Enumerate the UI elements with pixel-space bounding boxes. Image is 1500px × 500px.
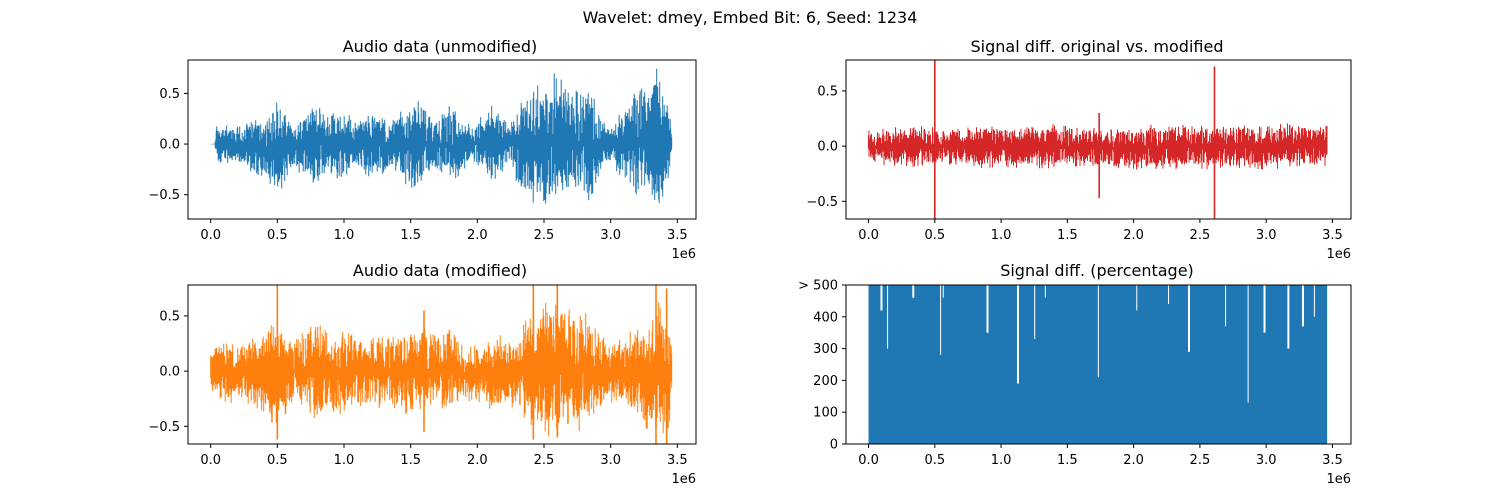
audio-unmodified-ytick-label-0: −0.5 (148, 188, 180, 203)
audio-unmodified-xtick-label-1: 0.5 (267, 228, 288, 243)
signal-diff-percentage-dip-0 (880, 285, 882, 310)
signal-diff-percentage-dip-3 (940, 285, 941, 355)
signal-diff-percentage-dip-1 (887, 285, 888, 349)
audio-modified-ytick-label-2: 0.5 (159, 309, 180, 324)
signal-diff-percentage-x-offset-label: 1e6 (1326, 472, 1351, 487)
signal-diff-percentage-dip-13 (1225, 285, 1226, 326)
signal-diff-xtick-label-7: 3.5 (1322, 228, 1343, 243)
signal-diff-percentage-dip-15 (1264, 285, 1266, 333)
signal-diff-xtick-label-6: 3.0 (1256, 228, 1277, 243)
audio-unmodified-xtick-label-7: 3.5 (667, 228, 688, 243)
audio-modified-series-line (211, 302, 672, 437)
audio-modified-xtick-label-6: 3.0 (600, 453, 621, 468)
audio-modified-x-offset-label: 1e6 (671, 472, 696, 487)
signal-diff-percentage-xtick-label-2: 1.0 (991, 453, 1012, 468)
signal-diff-percentage-plot-area (869, 285, 1328, 444)
signal-diff-ytick-label-1: 0.0 (817, 140, 838, 155)
panel-title-signal-diff-percentage: Signal diff. (percentage) (1000, 261, 1194, 280)
signal-diff-percentage-ytick-label-3: 300 (813, 342, 838, 357)
signal-diff-ytick-label-2: 0.5 (817, 84, 838, 99)
signal-diff-percentage-xtick-label-3: 1.5 (1057, 453, 1078, 468)
signal-diff-xtick-label-1: 0.5 (924, 228, 945, 243)
audio-modified-xtick-label-2: 1.0 (334, 453, 355, 468)
audio-modified-ytick-label-1: 0.0 (159, 365, 180, 380)
audio-unmodified-xtick-label-5: 2.5 (534, 228, 555, 243)
audio-modified-xtick-label-7: 3.5 (667, 453, 688, 468)
signal-diff-percentage-dip-6 (1017, 285, 1019, 384)
figure-suptitle: Wavelet: dmey, Embed Bit: 6, Seed: 1234 (583, 8, 918, 27)
signal-diff-xtick-label-3: 1.5 (1057, 228, 1078, 243)
audio-unmodified-ytick-label-1: 0.0 (159, 138, 180, 153)
signal-diff-percentage-dip-7 (1034, 285, 1035, 339)
audio-modified-xtick-label-3: 1.5 (400, 453, 421, 468)
panel-signal-diff: Signal diff. original vs. modified 0.0 0.… (806, 37, 1351, 262)
signal-diff-percentage-dip-11 (1168, 285, 1169, 304)
signal-diff-xtick-label-4: 2.0 (1123, 228, 1144, 243)
signal-diff-plot-area (869, 60, 1328, 219)
panel-signal-diff-percentage: Signal diff. (percentage) 0.0 0.5 1.0 1.5 2.… (798, 261, 1351, 487)
audio-unmodified-series-line (211, 69, 672, 204)
signal-diff-xtick-label-2: 1.0 (991, 228, 1012, 243)
signal-diff-percentage-ytick-label-5: > 500 (798, 279, 838, 294)
audio-modified-xtick-label-5: 2.5 (534, 453, 555, 468)
signal-diff-percentage-dip-10 (1136, 285, 1137, 310)
signal-diff-xtick-label-5: 2.5 (1190, 228, 1211, 243)
signal-diff-percentage-dip-2 (912, 285, 914, 298)
signal-diff-percentage-ytick-label-2: 200 (813, 374, 838, 389)
audio-unmodified-x-offset-label: 1e6 (671, 247, 696, 262)
signal-diff-percentage-xtick-label-1: 0.5 (924, 453, 945, 468)
audio-unmodified-ytick-label-2: 0.5 (159, 87, 180, 102)
audio-unmodified-xtick-label-2: 1.0 (334, 228, 355, 243)
signal-diff-percentage-dip-12 (1188, 285, 1190, 352)
signal-diff-percentage-xtick-label-7: 3.5 (1322, 453, 1343, 468)
panel-audio-unmodified: Audio data (unmodified) 0.0 0.5 1.0 1.5 2.0 2… (148, 37, 696, 262)
signal-diff-percentage-ytick-label-4: 400 (813, 310, 838, 325)
audio-unmodified-xtick-label-0: 0.0 (200, 228, 221, 243)
signal-diff-percentage-dip-17 (1302, 285, 1304, 326)
panel-title-audio-unmodified: Audio data (unmodified) (343, 37, 538, 56)
audio-unmodified-xtick-label-3: 1.5 (400, 228, 421, 243)
signal-diff-xtick-label-0: 0.0 (858, 228, 879, 243)
panel-title-audio-modified: Audio data (modified) (353, 261, 527, 280)
signal-diff-percentage-dip-5 (986, 285, 988, 333)
signal-diff-ytick-label-0: −0.5 (806, 195, 838, 210)
audio-modified-xtick-label-4: 2.0 (467, 453, 488, 468)
signal-diff-percentage-ytick-label-0: 0 (830, 438, 838, 453)
audio-modified-ytick-label-0: −0.5 (148, 420, 180, 435)
audio-modified-plot-area (211, 285, 672, 444)
signal-diff-percentage-ytick-label-1: 100 (813, 406, 838, 421)
signal-diff-percentage-dip-18 (1314, 285, 1315, 317)
signal-diff-percentage-xtick-label-5: 2.5 (1190, 453, 1211, 468)
signal-diff-percentage-xtick-label-4: 2.0 (1123, 453, 1144, 468)
audio-modified-xtick-label-1: 0.5 (267, 453, 288, 468)
audio-unmodified-plot-area (211, 69, 672, 204)
audio-unmodified-xtick-label-6: 3.0 (600, 228, 621, 243)
signal-diff-percentage-dip-9 (1098, 285, 1099, 377)
signal-diff-percentage-dip-14 (1248, 285, 1249, 403)
signal-diff-percentage-xtick-label-6: 3.0 (1256, 453, 1277, 468)
panel-audio-modified: Audio data (modified) 0.0 0.5 1.0 1.5 2.0 2.5… (148, 261, 696, 487)
signal-diff-series-line (869, 123, 1328, 169)
signal-diff-percentage-xtick-label-0: 0.0 (858, 453, 879, 468)
signal-diff-percentage-dip-8 (1045, 285, 1046, 298)
audio-modified-xtick-label-0: 0.0 (200, 453, 221, 468)
panel-title-signal-diff: Signal diff. original vs. modified (971, 37, 1224, 56)
audio-unmodified-xtick-label-4: 2.0 (467, 228, 488, 243)
signal-diff-percentage-dip-4 (943, 285, 944, 298)
signal-diff-percentage-dip-16 (1287, 285, 1289, 349)
signal-diff-x-offset-label: 1e6 (1326, 247, 1351, 262)
